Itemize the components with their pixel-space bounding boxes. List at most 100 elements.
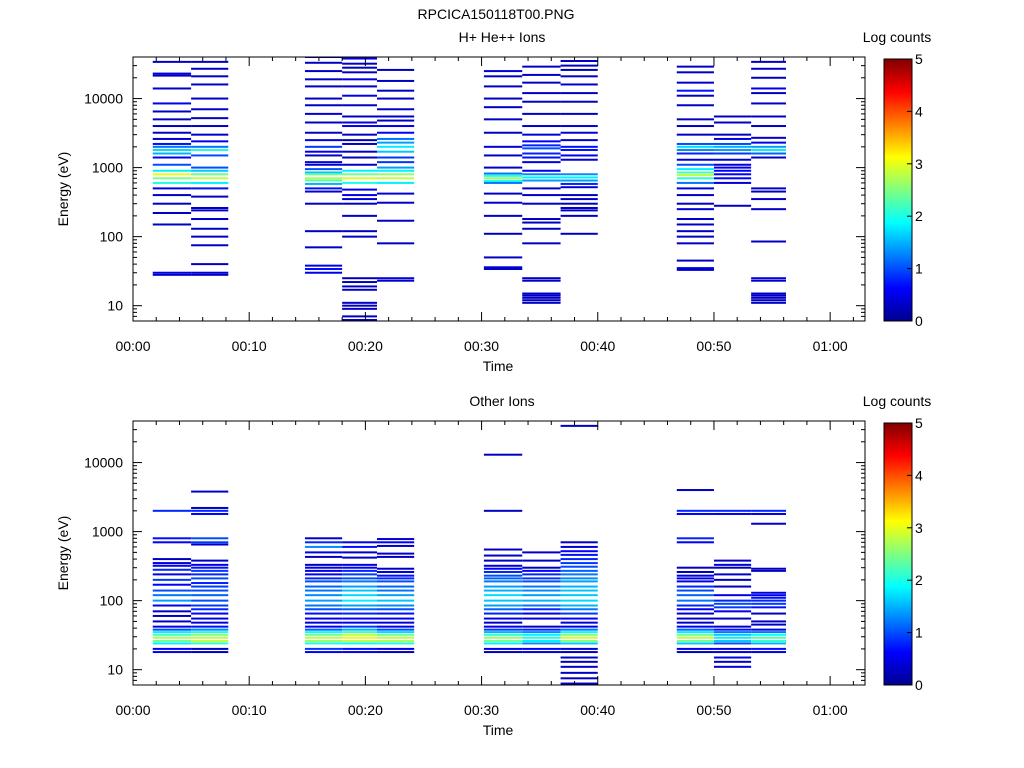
- spectrogram-cell: [191, 133, 229, 136]
- spectrogram-cell: [191, 589, 229, 592]
- spectrogram-cell: [483, 118, 523, 121]
- spectrogram-cell: [191, 651, 229, 654]
- spectrogram-cell: [191, 187, 229, 190]
- spectrogram-cell: [676, 218, 714, 221]
- spectrogram-cell: [304, 177, 343, 180]
- panel-other-ions: Other Ions 00:00 00:10 00:20 00:30 00:40 00:50…: [55, 393, 931, 738]
- spectrogram-cell: [342, 608, 377, 611]
- spectrogram-cell: [152, 74, 192, 77]
- spectrogram-cell: [560, 565, 598, 568]
- spectrogram-cell: [560, 154, 598, 157]
- spectrogram-cell: [560, 125, 598, 128]
- spectrogram-cell: [522, 577, 561, 580]
- spectrogram-cell: [304, 612, 343, 615]
- spectrogram-cell: [191, 108, 229, 111]
- spectrogram-cell: [560, 631, 598, 634]
- spectrogram-cell: [342, 202, 377, 205]
- spectrogram-cell: [342, 125, 377, 128]
- spectrogram-cell: [191, 573, 229, 576]
- spectrogram-cell: [304, 594, 343, 597]
- spectrogram-cell: [483, 453, 523, 456]
- spectrogram-cell: [676, 71, 714, 74]
- spectrogram-cell: [713, 636, 752, 639]
- spectrogram-cell: [377, 625, 415, 628]
- x-tick-label: 00:20: [348, 702, 383, 718]
- spectrogram-cell: [342, 198, 377, 201]
- spectrogram-cell: [560, 633, 598, 636]
- spectrogram-cell: [522, 585, 561, 588]
- spectrogram-cell: [377, 279, 415, 282]
- spectrogram-cell: [560, 550, 598, 553]
- spectrogram-cell: [377, 156, 415, 159]
- spectrogram-cell: [342, 541, 377, 544]
- x-tick-label: 01:00: [813, 338, 848, 354]
- spectrogram-cell: [152, 163, 192, 166]
- spectrogram-cell: [342, 625, 377, 628]
- figure-title: RPCICA150118T00.PNG: [418, 6, 575, 22]
- spectrogram-cell: [342, 642, 377, 645]
- spectrogram-cell: [342, 121, 377, 124]
- spectrogram-cell: [522, 631, 561, 634]
- spectrogram-cell: [191, 83, 229, 86]
- spectrogram-cell: [751, 125, 786, 128]
- spectrogram-cell: [191, 140, 229, 143]
- spectrogram-cell: [483, 75, 523, 78]
- spectrogram-cell: [342, 594, 377, 597]
- spectrogram-cell: [304, 163, 343, 166]
- spectrogram-cell: [377, 608, 415, 611]
- x-tick-label: 00:40: [580, 702, 615, 718]
- spectrogram-cell: [676, 242, 714, 245]
- spectrogram-cell: [191, 631, 229, 634]
- colorbar-tick-label: 2: [915, 208, 923, 224]
- spectrogram-cell: [483, 612, 523, 615]
- spectrogram-cell: [342, 636, 377, 639]
- spectrogram-cell: [304, 121, 343, 124]
- spectrogram-cell: [560, 202, 598, 205]
- y-tick-label: 100: [100, 593, 124, 609]
- spectrogram-cell: [377, 108, 415, 111]
- spectrogram-cell: [751, 76, 786, 79]
- spectrogram-cell: [191, 647, 229, 650]
- spectrogram-cell: [377, 604, 415, 607]
- spectrogram-cell: [152, 212, 192, 214]
- spectrogram-cell: [483, 594, 523, 597]
- spectrogram-cell: [483, 266, 523, 269]
- spectrogram-cell: [342, 563, 377, 566]
- spectrogram-cell: [152, 562, 192, 565]
- spectrogram-cell: [751, 628, 786, 631]
- spectrogram-cell: [483, 599, 523, 602]
- spectrogram-cell: [560, 209, 598, 212]
- spectrogram-cell: [342, 640, 377, 643]
- spectrogram-cell: [560, 651, 598, 654]
- spectrogram-cell: [191, 594, 229, 597]
- spectrogram-cell: [560, 553, 598, 556]
- spectrogram-cell: [342, 139, 377, 142]
- spectrogram-cell: [713, 566, 752, 569]
- spectrogram-cell: [483, 608, 523, 611]
- spectrogram-cell: [152, 633, 192, 636]
- spectrogram-cell: [191, 582, 229, 585]
- spectrogram-cell: [377, 131, 415, 134]
- spectrogram-cell: [676, 118, 714, 121]
- spectrogram-cell: [676, 152, 714, 155]
- colorbar-tick-label: 1: [915, 261, 923, 277]
- spectrogram-cell: [304, 171, 343, 174]
- x-tick-label: 00:20: [348, 338, 383, 354]
- spectrogram-cell: [304, 78, 343, 81]
- spectrogram-cell: [342, 612, 377, 615]
- spectrogram-cell: [191, 599, 229, 602]
- spectrogram-cell: [676, 642, 714, 645]
- spectrogram-cell: [191, 577, 229, 580]
- spectrogram-cell: [676, 633, 714, 636]
- spectrogram-cell: [751, 296, 786, 299]
- spectrogram-cell: [522, 156, 561, 159]
- spectrogram-cells: [152, 424, 786, 685]
- spectrogram-cell: [342, 288, 377, 291]
- spectrogram-cell: [522, 194, 561, 197]
- spectrogram-cell: [191, 218, 229, 221]
- x-tick-label: 00:10: [232, 702, 267, 718]
- spectrogram-cell: [676, 194, 714, 197]
- spectrogram-cell: [342, 214, 377, 217]
- spectrogram-cell: [342, 66, 377, 69]
- spectrogram-cell: [377, 145, 415, 148]
